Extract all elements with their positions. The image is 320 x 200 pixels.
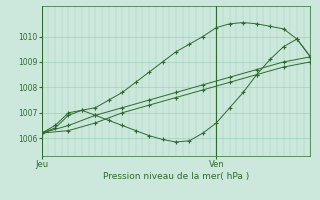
X-axis label: Pression niveau de la mer( hPa ): Pression niveau de la mer( hPa ) <box>103 172 249 181</box>
